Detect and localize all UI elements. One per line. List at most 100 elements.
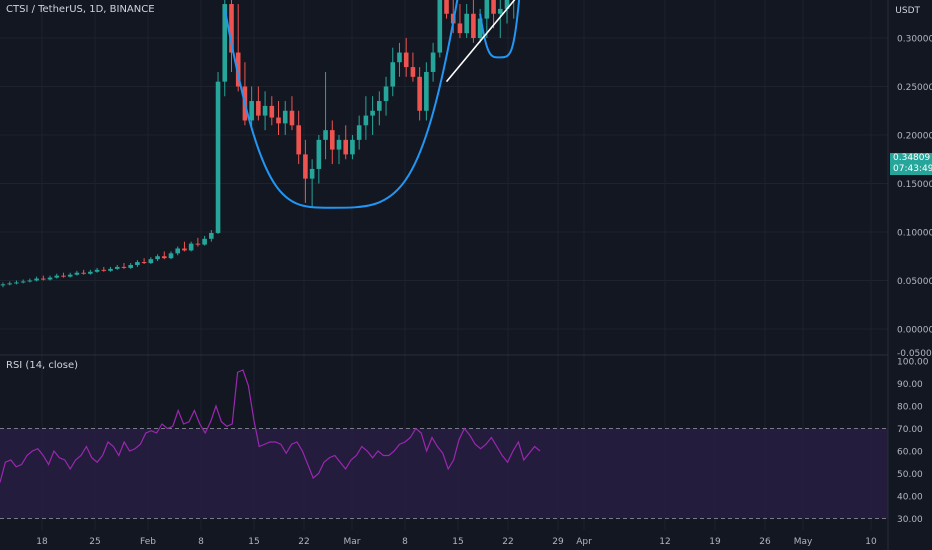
candle-body bbox=[168, 253, 174, 259]
time-tick-label: 22 bbox=[298, 537, 309, 547]
price-axis[interactable]: 0.00000 0.05000 0.10000 0.15000 0.20000 0.250… bbox=[897, 0, 932, 360]
candle-body bbox=[282, 110, 288, 124]
candle-body bbox=[148, 259, 154, 264]
candle-body bbox=[491, 0, 496, 14]
candle-body bbox=[350, 139, 355, 155]
candle-body bbox=[235, 52, 241, 87]
time-tick-label: 22 bbox=[502, 537, 513, 547]
candle-body bbox=[0, 284, 6, 286]
candle-body bbox=[484, 0, 490, 19]
candle-body bbox=[303, 154, 308, 179]
symbol-title[interactable]: CTSI / TetherUS, 1D, BINANCE bbox=[6, 4, 155, 15]
time-tick-label: 29 bbox=[552, 537, 564, 547]
candle-body bbox=[20, 281, 26, 283]
candle-body bbox=[141, 262, 147, 264]
candle-body bbox=[202, 238, 207, 245]
candle-body bbox=[121, 266, 127, 268]
price-tick-label: 0.20000 bbox=[897, 132, 932, 142]
candle-body bbox=[276, 117, 281, 124]
time-tick-label: 15 bbox=[452, 537, 463, 547]
rsi-levels bbox=[0, 428, 888, 519]
rsi-tick-label: 60.00 bbox=[897, 448, 923, 458]
candle-body bbox=[7, 283, 13, 285]
candle-body bbox=[269, 105, 275, 118]
candle-body bbox=[41, 278, 46, 280]
price-tick-label: 0.25000 bbox=[897, 83, 932, 93]
candle-body bbox=[195, 243, 201, 245]
candle-body bbox=[370, 110, 375, 116]
rsi-title[interactable]: RSI (14, close) bbox=[6, 360, 79, 371]
drawings[interactable] bbox=[218, 0, 554, 209]
candle-body bbox=[336, 139, 342, 150]
rsi-tick-label: 80.00 bbox=[897, 403, 923, 413]
candles bbox=[0, 0, 515, 288]
candle-body bbox=[27, 280, 33, 282]
last-price-badge: 0.34809 07:43:49 bbox=[890, 153, 932, 175]
candle-body bbox=[410, 67, 416, 77]
candle-body bbox=[383, 86, 389, 102]
candle-body bbox=[363, 115, 369, 126]
candle-body bbox=[222, 4, 228, 82]
rsi-tick-label: 40.00 bbox=[897, 493, 923, 503]
candle-body bbox=[61, 275, 66, 277]
candle-body bbox=[417, 76, 422, 111]
last-price-value: 0.34809 bbox=[893, 153, 931, 163]
candle-body bbox=[81, 272, 86, 274]
candle-body bbox=[135, 262, 140, 265]
rsi-axis[interactable]: 30.00 40.00 50.00 60.00 70.00 80.00 90.00 100.0… bbox=[897, 358, 929, 526]
candle-body bbox=[47, 277, 53, 280]
time-tick-label: Apr bbox=[576, 537, 592, 547]
candle-body bbox=[403, 52, 409, 68]
time-tick-label: 10 bbox=[865, 537, 877, 547]
candle-body bbox=[182, 248, 187, 251]
time-tick-label: 18 bbox=[36, 537, 48, 547]
rsi-line bbox=[0, 369, 541, 483]
candle-body bbox=[471, 13, 476, 38]
rsi-tick-label: 70.00 bbox=[897, 425, 923, 435]
time-tick-label: 12 bbox=[659, 537, 670, 547]
time-tick-label: 26 bbox=[759, 537, 771, 547]
candle-body bbox=[188, 243, 194, 251]
time-tick-label: Mar bbox=[344, 537, 361, 547]
candle-body bbox=[229, 4, 234, 53]
candle-body bbox=[155, 256, 160, 260]
candle-body bbox=[377, 101, 382, 111]
rsi-series-line bbox=[0, 369, 541, 483]
candle-body bbox=[209, 232, 214, 239]
candle-body bbox=[88, 271, 93, 274]
time-tick-label: 25 bbox=[89, 537, 100, 547]
candle-body bbox=[262, 105, 268, 116]
cup-curve bbox=[223, 0, 459, 209]
time-axis[interactable]: 18 25 Feb 8 15 22 Mar 8 15 22 29 Apr 12 19 26 May 10 bbox=[36, 537, 877, 547]
candle-body bbox=[175, 248, 181, 254]
rsi-tick-label: 30.00 bbox=[897, 515, 923, 525]
candle-body bbox=[101, 269, 107, 271]
candle-body bbox=[504, 0, 510, 9]
time-tick-label: 15 bbox=[248, 537, 259, 547]
price-tick-label: 0.00000 bbox=[897, 326, 932, 336]
candle-body bbox=[397, 52, 402, 63]
price-tick-label: 0.05000 bbox=[897, 277, 932, 287]
candle-body bbox=[108, 268, 113, 271]
trendline bbox=[445, 0, 516, 83]
candle-body bbox=[437, 0, 443, 53]
time-tick-label: May bbox=[794, 537, 813, 547]
candle-body bbox=[256, 101, 261, 116]
rsi-tick-label: 50.00 bbox=[897, 470, 923, 480]
candle-body bbox=[34, 278, 39, 281]
candle-body bbox=[424, 71, 429, 111]
candle-body bbox=[114, 266, 120, 269]
candle-body bbox=[74, 272, 80, 275]
candle-body bbox=[343, 139, 349, 155]
time-tick-label: 19 bbox=[709, 537, 721, 547]
price-tick-label: 0.15000 bbox=[897, 180, 932, 190]
candle-body bbox=[430, 52, 436, 72]
time-tick-label: Feb bbox=[140, 537, 156, 547]
candle-body bbox=[356, 125, 362, 140]
candle-body bbox=[54, 275, 60, 278]
candle-body bbox=[444, 0, 449, 14]
candle-body bbox=[329, 130, 335, 150]
cup-curve bbox=[479, 0, 521, 59]
currency-label: USDT bbox=[893, 6, 922, 16]
